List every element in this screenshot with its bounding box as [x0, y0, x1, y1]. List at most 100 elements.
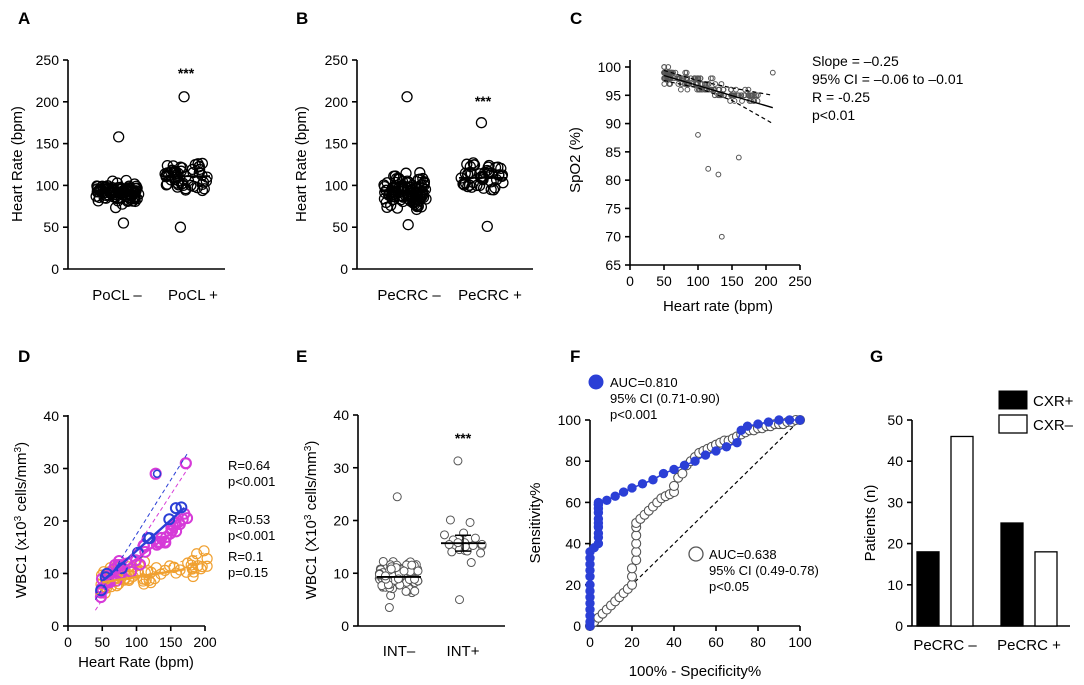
data-point [477, 539, 487, 549]
y-tick-label: 250 [36, 52, 60, 68]
category-label: PeCRC + [997, 637, 1061, 654]
y-tick-label: 150 [325, 136, 349, 152]
data-point [201, 560, 213, 572]
category-label: PoCL + [168, 287, 218, 304]
y-tick-label: 50 [43, 219, 59, 235]
y-axis-label: Heart Rate (bpm) [293, 106, 310, 222]
y-tick-label: 90 [605, 116, 621, 132]
y-tick-label: 0 [51, 261, 59, 277]
y-tick-label: 0 [341, 618, 349, 634]
y-tick-label: 100 [598, 59, 622, 75]
data-point [718, 81, 725, 87]
roc-point [774, 415, 784, 425]
roc-point [593, 497, 604, 508]
y-tick-label: 40 [43, 408, 59, 424]
data-point [439, 530, 449, 540]
y-tick-label: 10 [43, 566, 59, 582]
y-tick-label: 30 [43, 461, 59, 477]
stat-p-magenta: p<0.001 [228, 528, 275, 543]
data-point [178, 91, 190, 103]
data-point [413, 566, 423, 576]
panel-label-g: G [870, 347, 883, 366]
legend-marker-grey [688, 546, 704, 562]
regression-line [101, 506, 186, 583]
roc-point [668, 480, 680, 491]
y-tick-label: 70 [605, 229, 621, 245]
x-tick-label: 200 [193, 634, 217, 650]
panel-label-a: A [18, 9, 30, 28]
data-point [401, 175, 413, 187]
y-tick-label: 65 [605, 257, 621, 273]
data-point [169, 502, 182, 515]
legend-p-blue: p<0.001 [610, 407, 657, 422]
data-point [181, 512, 194, 525]
data-point [195, 563, 207, 575]
bar [1000, 522, 1024, 627]
roc-point [690, 456, 700, 466]
stat-p-orange: p=0.15 [228, 565, 268, 580]
regression-line [101, 522, 186, 585]
data-point [198, 183, 210, 195]
data-point [113, 131, 125, 143]
roc-point [627, 483, 637, 493]
data-point [709, 75, 716, 82]
y-axis-label: Patients (n) [862, 485, 879, 562]
data-point [718, 233, 725, 240]
y-tick-label: 20 [333, 513, 349, 529]
x-tick-label: 20 [624, 634, 640, 650]
data-point [412, 173, 424, 186]
panel-label-e: E [296, 347, 307, 366]
roc-point [669, 464, 679, 475]
y-tick-label: 0 [51, 618, 59, 634]
panel-c: C 65 70 75 80 85 90 95 100 0 50 100 150 200 250 SpO2 … [567, 9, 964, 315]
data-point [384, 603, 394, 613]
legend-cxr-neg: CXR– [1033, 417, 1074, 434]
data-point [168, 561, 180, 573]
regression-line [663, 74, 773, 109]
data-point [705, 81, 712, 87]
data-point [399, 566, 409, 576]
panel-d: D 0 10 20 30 40 0 50 100 150 200 WBC1 (x103 cells… [13, 347, 276, 671]
x-tick-label: 50 [94, 634, 110, 650]
stat-ci: 95% CI = –0.06 to –0.01 [812, 71, 964, 87]
legend-cxr-pos: CXR+ [1033, 393, 1074, 410]
data-point [386, 564, 396, 574]
data-point [467, 157, 479, 169]
data-point [465, 517, 475, 527]
y-tick-label: 10 [333, 565, 349, 581]
data-point [695, 131, 701, 138]
roc-point [753, 419, 763, 429]
roc-point [637, 479, 648, 489]
x-tick-label: 80 [750, 634, 766, 650]
legend-swatch-cxr-neg [998, 414, 1028, 434]
roc-point [602, 495, 612, 506]
data-point [410, 189, 423, 201]
roc-point [610, 491, 620, 501]
data-point [485, 176, 497, 188]
x-tick-label: 40 [666, 634, 682, 650]
data-point [145, 566, 157, 578]
y-tick-label: 40 [333, 407, 349, 423]
data-point [179, 457, 192, 470]
data-point [418, 176, 431, 188]
roc-point [631, 530, 642, 541]
data-point [193, 163, 206, 176]
data-point [174, 161, 187, 173]
y-tick-label: 100 [558, 412, 582, 428]
roc-point [700, 450, 711, 460]
data-point [410, 586, 420, 596]
y-tick-label: 85 [605, 144, 621, 160]
roc-point [626, 571, 638, 582]
data-point [476, 548, 486, 558]
data-point [407, 560, 417, 570]
stat-p-blue: p<0.001 [228, 474, 275, 489]
data-point [692, 75, 699, 82]
data-point [661, 81, 668, 87]
data-point [769, 69, 776, 76]
bar [950, 435, 974, 627]
y-tick-label: 60 [565, 494, 581, 510]
data-point [139, 545, 152, 558]
panel-label-b: B [296, 9, 308, 28]
x-tick-label: 250 [788, 273, 812, 289]
